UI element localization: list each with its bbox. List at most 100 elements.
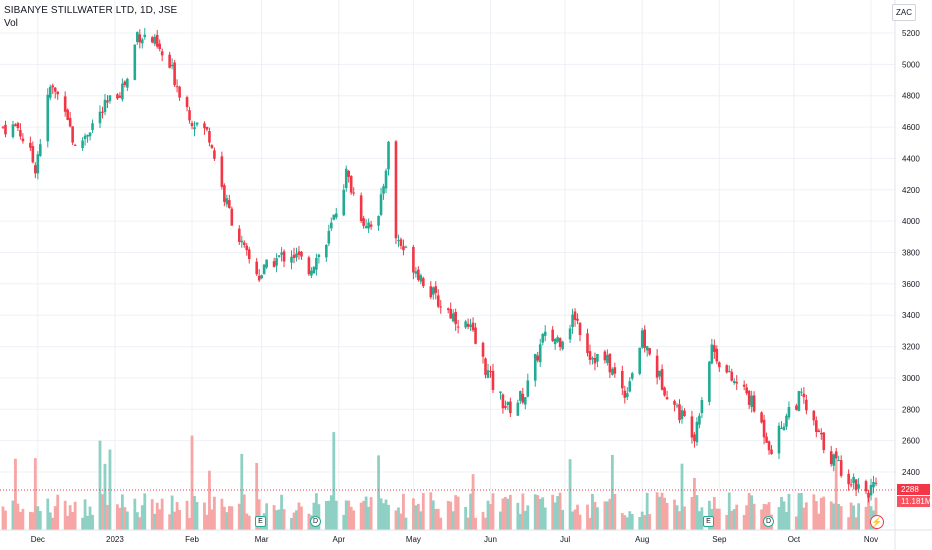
volume-bar xyxy=(387,504,390,530)
candle-body xyxy=(693,434,696,442)
volume-bar xyxy=(847,517,851,530)
candle-body xyxy=(625,393,629,398)
volume-bar xyxy=(782,501,786,530)
candle-body xyxy=(516,402,520,416)
volume-bar xyxy=(255,462,259,530)
candle-body xyxy=(628,381,632,392)
flash-icon[interactable]: ⚡ xyxy=(870,515,884,529)
candle-body xyxy=(752,395,756,412)
candle-body xyxy=(469,324,472,327)
volume-bar xyxy=(499,511,502,530)
candle-body xyxy=(777,425,781,454)
candle-body xyxy=(98,111,102,124)
dividend-event-marker[interactable]: D xyxy=(763,516,774,527)
candle-body xyxy=(561,341,564,350)
volume-bar xyxy=(449,501,453,530)
candle-body xyxy=(506,402,510,406)
volume-bar xyxy=(742,514,746,530)
volume-bar xyxy=(394,510,398,530)
volume-bar xyxy=(240,453,244,530)
volume-bar xyxy=(700,507,704,530)
candle-body xyxy=(834,451,838,459)
candle-body xyxy=(262,264,266,275)
volume-bar xyxy=(640,511,644,530)
candle-body xyxy=(456,326,460,328)
volume-bar xyxy=(663,497,666,530)
candle-body xyxy=(123,81,127,85)
volume-bar xyxy=(364,496,368,530)
volume-bar xyxy=(787,493,791,530)
earnings-event-marker[interactable]: E xyxy=(703,516,714,527)
candle-body xyxy=(103,99,107,112)
volume-indicator-label[interactable]: Vol xyxy=(4,18,18,29)
candle-body xyxy=(521,393,525,403)
candle-body xyxy=(307,257,311,275)
candle-body xyxy=(819,432,823,435)
volume-bar xyxy=(347,500,351,530)
candle-body xyxy=(203,123,206,129)
candle-body xyxy=(708,361,711,402)
volume-bar xyxy=(118,507,122,530)
volume-bar xyxy=(506,498,510,530)
price-axis[interactable]: 2400 2600 2800 3000 3200 3400 3600 3800 4000 4200… xyxy=(902,29,920,477)
candle-body xyxy=(713,345,716,352)
candle-body xyxy=(66,109,69,120)
candle-body xyxy=(829,451,833,465)
volume-bar xyxy=(188,517,191,530)
dividend-event-marker[interactable]: D xyxy=(310,516,321,527)
candle-body xyxy=(325,244,328,258)
volume-bar xyxy=(526,505,530,530)
volume-bar xyxy=(451,511,455,530)
volume-bar xyxy=(780,496,783,530)
volume-bar xyxy=(586,504,589,530)
candle-body xyxy=(611,368,614,375)
candlesticks xyxy=(1,28,878,503)
volume-bar xyxy=(675,505,679,530)
candle-body xyxy=(347,170,351,177)
candle-body xyxy=(106,100,109,103)
candle-body xyxy=(765,436,768,443)
volume-bar xyxy=(245,513,249,530)
candle-body xyxy=(1,126,5,128)
candle-body xyxy=(108,95,112,102)
volume-bar xyxy=(88,506,92,530)
volume-bar xyxy=(777,507,781,530)
candle-body xyxy=(780,428,783,430)
candle-body xyxy=(800,391,803,393)
price-tick-label: 3000 xyxy=(902,374,920,383)
volume-bar xyxy=(297,502,301,530)
volume-bar xyxy=(225,512,229,530)
volume-bar xyxy=(150,499,154,530)
volume-bar xyxy=(745,505,749,530)
volume-bar xyxy=(185,500,189,530)
symbol-title[interactable]: SIBANYE STILLWATER LTD, 1D, JSE xyxy=(4,5,178,16)
time-axis[interactable]: Dec 2023 Feb Mar Apr May Jun Jul Aug Sep Oct Nov xyxy=(31,535,878,544)
volume-bar xyxy=(471,474,475,530)
volume-bar xyxy=(257,499,261,530)
volume-bar xyxy=(1,506,5,530)
currency-button[interactable]: ZAC xyxy=(892,4,916,21)
candle-body xyxy=(265,259,268,268)
volume-bar xyxy=(210,509,214,530)
earnings-event-marker[interactable]: E xyxy=(255,516,266,527)
volume-bar xyxy=(543,507,547,530)
candle-body xyxy=(578,322,582,336)
candle-body xyxy=(640,330,644,348)
candle-body xyxy=(553,339,557,345)
candle-body xyxy=(603,351,607,361)
candle-body xyxy=(272,261,276,267)
candle-body xyxy=(504,405,507,408)
volume-bar xyxy=(352,510,356,530)
candle-body xyxy=(526,380,530,397)
candle-body xyxy=(46,94,50,142)
volume-bar xyxy=(852,505,856,530)
volume-bar xyxy=(416,503,420,530)
volume-bar xyxy=(484,517,487,530)
price-tick-label: 3200 xyxy=(902,343,920,352)
volume-bar xyxy=(591,493,594,530)
volume-bar xyxy=(175,502,179,530)
volume-bar xyxy=(588,517,592,530)
volume-bar xyxy=(220,498,224,530)
candle-body xyxy=(213,150,216,159)
